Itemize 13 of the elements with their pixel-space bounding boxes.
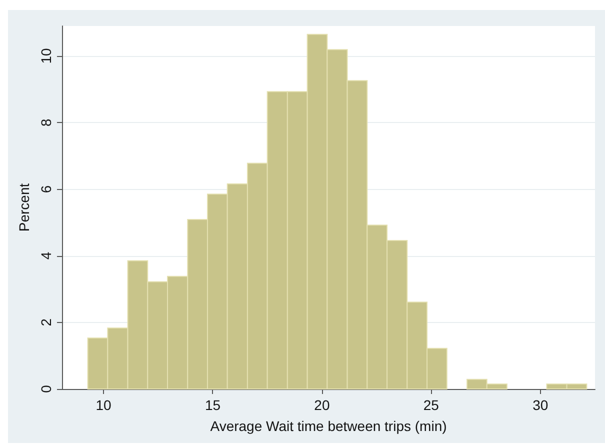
y-tick-label: 4 — [38, 252, 54, 260]
y-tick-label: 2 — [38, 318, 54, 326]
y-tick-label: 6 — [38, 185, 54, 194]
x-tick-label: 20 — [314, 397, 330, 413]
y-tick-label: 10 — [38, 48, 54, 64]
x-tick-label: 10 — [96, 397, 112, 413]
y-tick-label: 8 — [38, 118, 54, 126]
y-tick-label: 0 — [38, 384, 54, 393]
y-axis-title: Percent — [16, 183, 32, 232]
x-tick-label: 15 — [204, 397, 221, 413]
x-tick-label: 25 — [423, 397, 440, 413]
x-tick-label: 30 — [532, 397, 548, 413]
x-axis-title: Average Wait time between trips (min) — [210, 418, 447, 434]
